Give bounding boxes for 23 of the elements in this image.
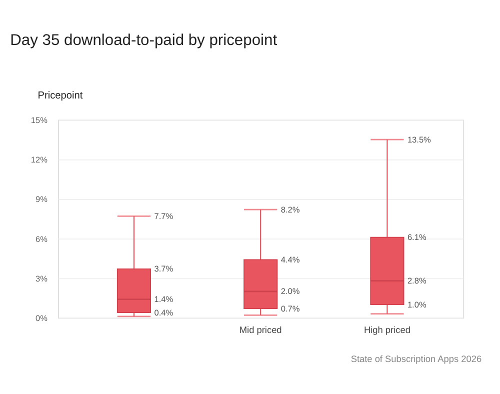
text: 4.4% <box>280 255 300 264</box>
text: 3.7% <box>154 264 174 274</box>
text: 1.0% <box>407 300 426 310</box>
text: 0.4% <box>154 308 174 318</box>
text: 0.7% <box>280 304 300 314</box>
y-tick-label: 3% <box>35 274 48 284</box>
y-tick-label: 9% <box>35 195 48 204</box>
x-tick-label: Mid priced <box>239 324 282 335</box>
text: 13.5% <box>407 135 431 144</box>
text: 6.1% <box>407 233 426 242</box>
text: 7.7% <box>154 212 174 221</box>
y-tick-label: 12% <box>30 156 48 165</box>
text: Pricepoint <box>38 90 83 102</box>
text: 2.8% <box>407 276 426 286</box>
text: 1.4% <box>154 295 174 304</box>
x-tick-label: High priced <box>364 324 410 335</box>
y-tick-label: 0% <box>35 314 48 324</box>
y-tick-label: 15% <box>30 116 48 126</box>
text: 2.0% <box>280 287 300 296</box>
text: State of Subscription Apps 2026 <box>350 354 482 364</box>
chart-title: Day 35 download-to-paid by pricepoint <box>10 32 278 50</box>
y-tick-label: 6% <box>35 234 48 244</box>
text: 8.2% <box>280 205 300 214</box>
